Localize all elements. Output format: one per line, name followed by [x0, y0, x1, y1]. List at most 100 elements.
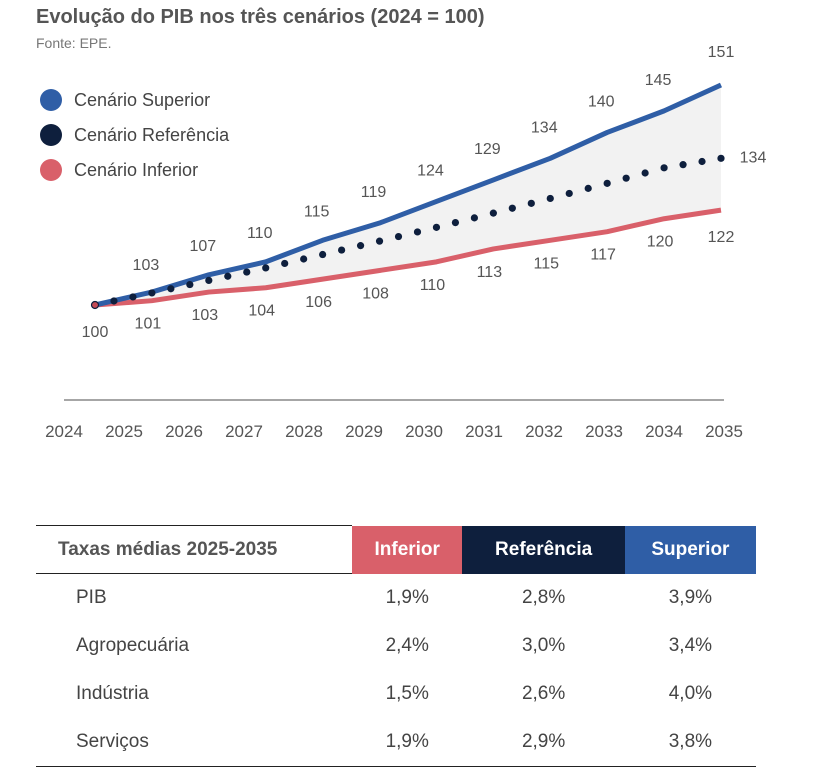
x-tick-label: 2033 [585, 422, 623, 441]
data-label-base: 100 [82, 324, 109, 341]
table-row: PIB 1,9% 2,8% 3,9% [36, 574, 756, 623]
data-label-inferior: 104 [248, 303, 275, 320]
x-tick-label: 2034 [645, 422, 683, 441]
x-tick-label: 2027 [225, 422, 263, 441]
series-line-inferior [94, 207, 722, 308]
table-header-referencia: Referência [462, 525, 625, 574]
legend-label: Cenário Superior [74, 90, 210, 110]
gdp-line-chart: 103 107 110 115 119 124 129 134 140 145 151 101 103 1… [40, 44, 767, 441]
series-point-referencia [413, 228, 422, 236]
chart-title: Evolução do PIB nos três cenários (2024 … [36, 6, 485, 28]
cell-inferior: 2,4% [385, 635, 429, 656]
data-label-inferior: 108 [362, 285, 389, 302]
x-tick-label: 2024 [45, 422, 83, 441]
x-tick-label: 2035 [705, 422, 743, 441]
series-point-referencia [527, 199, 535, 207]
series-point-referencia [243, 268, 251, 276]
data-label-superior: 110 [247, 225, 273, 242]
cell-referencia: 2,9% [462, 718, 625, 767]
data-label-superior: 151 [708, 44, 735, 61]
row-label: PIB [76, 587, 107, 608]
series-point-referencia [622, 174, 630, 182]
scenario-range-band [95, 85, 721, 305]
series-point-referencia [679, 161, 687, 169]
data-label-superior: 134 [531, 119, 558, 136]
series-point-referencia [584, 184, 592, 192]
data-label-superior: 145 [645, 72, 672, 89]
data-label-inferior: 103 [191, 307, 218, 324]
data-label-superior: 129 [474, 141, 501, 158]
legend-label: Cenário Referência [74, 125, 230, 145]
series-point-referencia [375, 237, 384, 245]
data-label-inferior: 110 [420, 277, 446, 294]
cell-referencia: 2,8% [521, 586, 566, 608]
series-point-referencia [717, 154, 725, 162]
series-line-superior [94, 82, 723, 308]
x-tick-label: 2032 [525, 422, 563, 441]
cell-inferior: 1,5% [385, 683, 429, 704]
chart-source: Fonte: EPE. [36, 35, 112, 51]
table-row: Indústria 1,5% 2,6% 4,0% [36, 670, 756, 718]
table-header-superior: Superior [624, 525, 756, 574]
average-rates-table: Taxas médias 2025-2035 Inferior Referênc… [36, 525, 756, 767]
data-label-superior: 119 [361, 184, 387, 201]
series-point-referencia [205, 276, 213, 285]
series-point-referencia [489, 209, 497, 217]
cell-superior: 4,0% [668, 683, 713, 704]
data-label-inferior: 113 [477, 264, 503, 281]
series-point-referencia [603, 179, 611, 187]
table-header-row: Taxas médias 2025-2035 Inferior Referênc… [36, 525, 756, 574]
x-tick-label: 2025 [105, 422, 143, 441]
series-point-referencia [546, 194, 554, 203]
series-point-referencia [129, 293, 137, 301]
series-point-referencia [110, 297, 118, 305]
x-tick-label: 2030 [405, 422, 443, 441]
start-point-marker [90, 300, 100, 310]
series-point-referencia [432, 223, 441, 231]
table-row: Serviços 1,9% 2,9% 3,8% [36, 718, 756, 767]
series-point-referencia [281, 259, 289, 268]
series-point-referencia [338, 246, 346, 254]
cell-inferior: 1,9% [385, 586, 429, 608]
cell-superior: 3,4% [668, 635, 713, 656]
cell-inferior: 1,9% [352, 718, 463, 767]
series-point-referencia [698, 157, 706, 166]
series-point-referencia [470, 214, 478, 222]
data-label-superior: 103 [133, 257, 160, 274]
series-point-referencia [319, 250, 327, 259]
legend-marker [40, 89, 62, 111]
cell-referencia: 3,0% [521, 635, 566, 656]
series-point-referencia [641, 169, 649, 177]
data-label-referencia: 134 [740, 149, 767, 166]
row-label: Agropecuária [76, 635, 190, 656]
data-label-inferior: 120 [647, 234, 674, 251]
x-tick-label: 2028 [285, 422, 323, 441]
cell-superior: 3,9% [668, 586, 713, 608]
table-header-label: Taxas médias 2025-2035 [36, 525, 352, 574]
cell-referencia: 2,6% [521, 683, 566, 704]
data-label-inferior: 106 [305, 294, 332, 311]
data-label-inferior: 101 [135, 316, 162, 333]
table-row: Agropecuária 2,4% 3,0% 3,4% [36, 622, 756, 670]
cell-superior: 3,8% [624, 718, 756, 767]
series-point-referencia [394, 232, 403, 241]
x-tick-label: 2029 [345, 422, 383, 441]
series-point-referencia [565, 189, 573, 198]
data-label-superior: 124 [417, 162, 444, 179]
series-point-referencia [508, 204, 516, 212]
data-label-inferior: 122 [708, 229, 735, 246]
series-point-referencia [451, 219, 460, 227]
data-label-superior: 107 [189, 238, 216, 255]
x-tick-label: 2031 [465, 422, 503, 441]
series-point-referencia [186, 280, 194, 289]
series-point-referencia [224, 272, 232, 280]
data-label-inferior: 115 [534, 255, 560, 272]
series-point-referencia [262, 264, 270, 272]
series-point-referencia [148, 289, 156, 297]
legend-label: Cenário Inferior [74, 160, 198, 180]
data-label-superior: 115 [304, 203, 330, 220]
data-label-inferior: 117 [590, 247, 616, 264]
row-label: Indústria [76, 683, 149, 704]
legend-marker [40, 159, 62, 181]
row-label: Serviços [36, 718, 352, 767]
